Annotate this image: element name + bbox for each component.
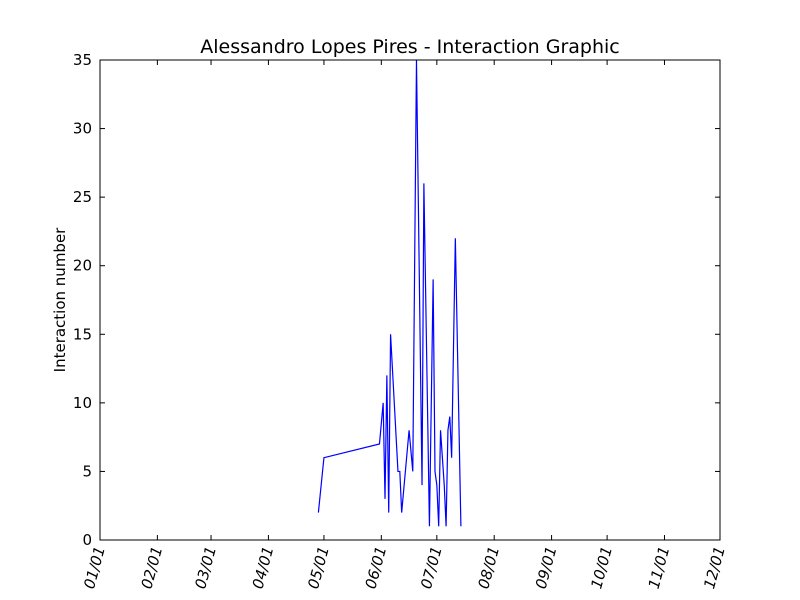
- y-tick-label: 20: [73, 257, 92, 275]
- x-tick-label: 09/01: [532, 544, 561, 590]
- series-line: [317, 59, 462, 527]
- y-tick-label: 5: [82, 462, 92, 480]
- y-tick-label: 15: [73, 325, 92, 343]
- y-tick-label: 35: [73, 51, 92, 69]
- x-tick-label: 10/01: [587, 544, 616, 590]
- series-layer: [317, 59, 462, 527]
- x-tick-label: 12/01: [700, 544, 729, 590]
- y-tick-label: 0: [82, 531, 92, 549]
- y-axis-ticks: 0 5 10 15 20 25 30 35: [73, 51, 720, 549]
- x-tick-label: 07/01: [417, 544, 446, 590]
- x-tick-label: 02/01: [138, 544, 167, 590]
- x-tick-label: 03/01: [191, 544, 220, 590]
- x-tick-label: 01/01: [80, 544, 109, 590]
- x-tick-label: 11/01: [645, 544, 674, 590]
- y-axis-label: Interaction number: [51, 227, 69, 373]
- x-axis-ticks: 01/01 02/01 03/01 04/01 05/01 06/01 07/01 08/01…: [80, 60, 729, 591]
- y-tick-label: 10: [73, 394, 92, 412]
- x-tick-label: 04/01: [249, 544, 278, 590]
- y-tick-label: 25: [73, 188, 92, 206]
- chart-title: Alessandro Lopes Pires - Interaction Gra…: [200, 36, 620, 58]
- x-tick-label: 05/01: [304, 544, 333, 590]
- y-tick-label: 30: [73, 120, 92, 138]
- plot-area-frame: [99, 59, 721, 541]
- x-tick-label: 08/01: [474, 544, 503, 590]
- x-tick-label: 06/01: [362, 544, 391, 590]
